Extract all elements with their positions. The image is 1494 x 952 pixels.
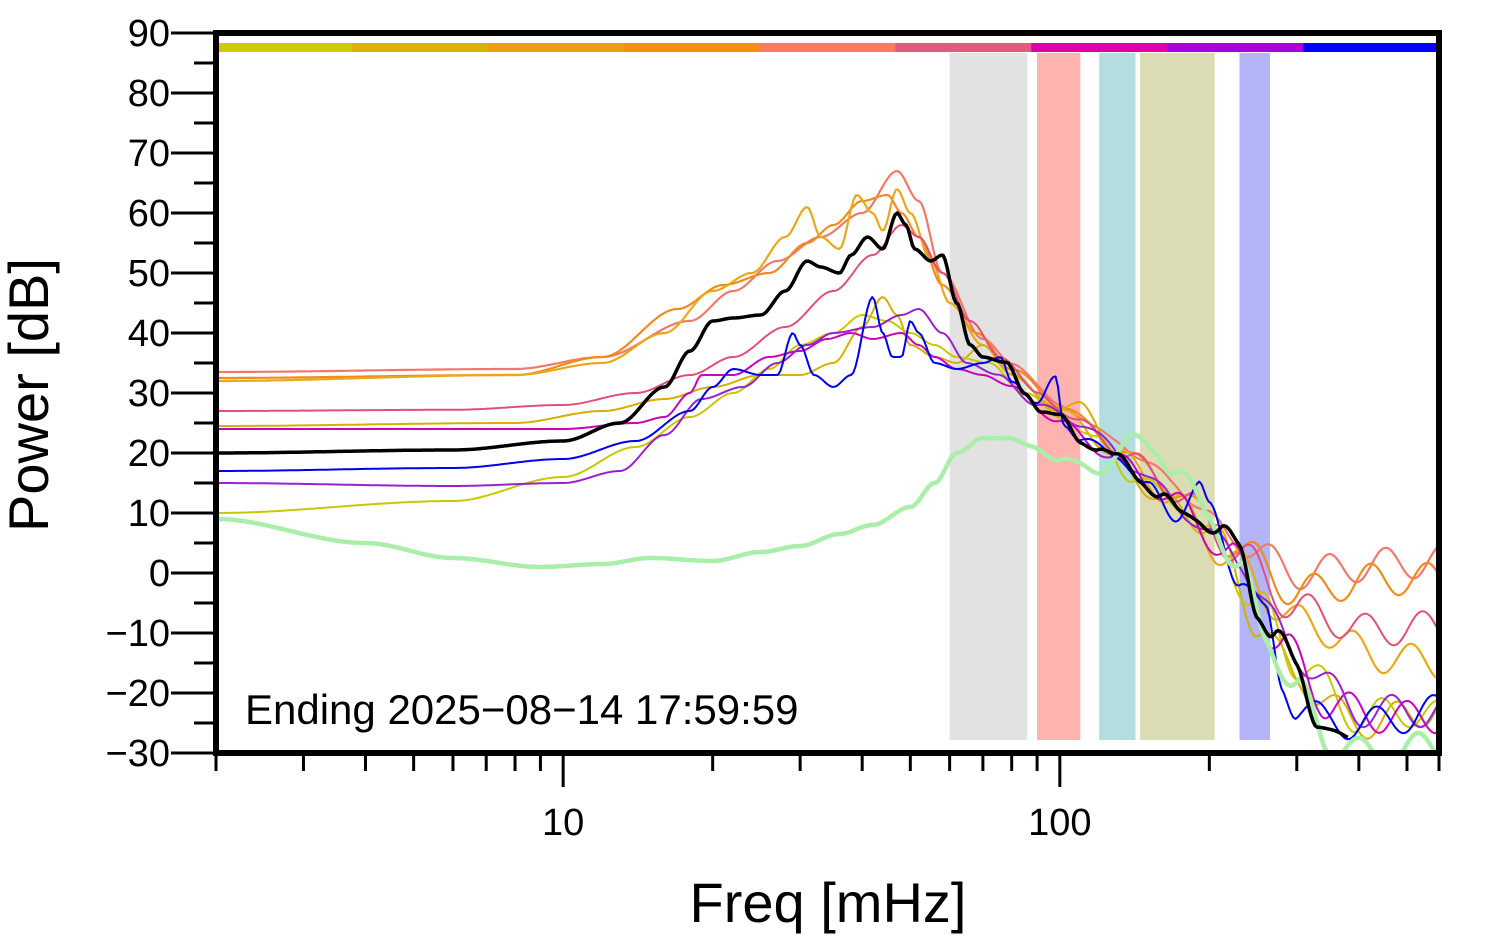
y-tick-label: 60 [128, 193, 170, 235]
strip-segment-2 [351, 43, 489, 52]
y-tick-label: 0 [149, 553, 170, 595]
y-tick-label: −10 [106, 613, 170, 655]
strip-segment-8 [1167, 43, 1304, 52]
series-line-1 [216, 170, 1439, 591]
timestamp-annotation: Ending 2025−08−14 17:59:59 [245, 686, 799, 733]
strip-segment-1 [216, 43, 353, 52]
x-axis-label: Freq [mHz] [690, 871, 967, 934]
series-line-4 [216, 296, 1439, 740]
shaded-band-4 [1139, 53, 1215, 740]
series-line-3 [216, 188, 1439, 681]
strip-segment-6 [895, 43, 1032, 52]
strip-segment-3 [487, 43, 625, 52]
y-tick-label: 90 [128, 13, 170, 55]
x-tick-label: 10 [542, 802, 584, 844]
shaded-band-1 [949, 53, 1028, 740]
y-tick-label: 50 [128, 253, 170, 295]
y-tick-label: 10 [128, 493, 170, 535]
x-tick-label: 100 [1028, 802, 1091, 844]
y-tick-label: 40 [128, 313, 170, 355]
y-tick-label: 70 [128, 133, 170, 175]
y-tick-label: 30 [128, 373, 170, 415]
strip-segment-5 [759, 43, 896, 52]
y-tick-label: −30 [106, 733, 170, 775]
series-lines [216, 170, 1439, 753]
strip-segment-7 [1031, 43, 1168, 52]
band-color-strip [216, 43, 1440, 52]
shaded-frequency-bands [949, 53, 1271, 740]
y-tick-label: −20 [106, 673, 170, 715]
strip-segment-9 [1303, 43, 1440, 52]
series-line-9 [216, 296, 1439, 741]
strip-segment-4 [623, 43, 761, 52]
y-tick-label: 20 [128, 433, 170, 475]
y-axis-label: Power [dB] [0, 258, 60, 532]
series-line-8 [216, 308, 1439, 729]
series-line-10 [216, 432, 1438, 753]
series-line-7 [216, 332, 1439, 735]
shaded-band-3 [1099, 53, 1136, 740]
series-line-11 [216, 211, 1349, 739]
shaded-band-5 [1239, 53, 1271, 740]
axes: −30 −20 −10 0 10 20 30 40 50 60 70 80 90 10 100 [106, 13, 1441, 844]
y-tick-label: 80 [128, 73, 170, 115]
